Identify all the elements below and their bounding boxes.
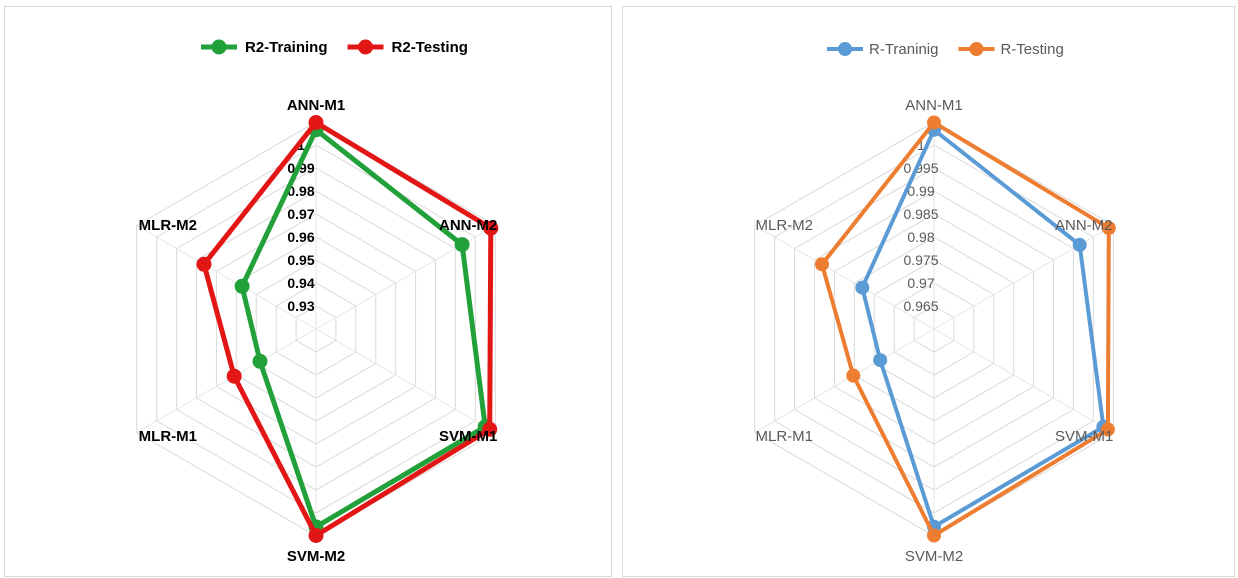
- tick-label: 0.96: [287, 229, 314, 245]
- grid-spoke: [754, 328, 935, 433]
- tick-label: 0.98: [907, 229, 934, 245]
- tick-label: 0.94: [287, 275, 314, 291]
- data-point: [308, 115, 324, 130]
- tick-label: 0.99: [907, 183, 934, 199]
- data-point: [846, 368, 861, 383]
- data-point: [234, 278, 250, 294]
- data-point: [1100, 422, 1115, 437]
- data-point: [454, 237, 470, 253]
- legend-label: R2-Testing: [392, 39, 468, 56]
- radar-chart-r2: 0.930.940.950.960.970.980.991ANN-M1ANN-M…: [136, 39, 499, 565]
- data-point: [226, 368, 242, 384]
- radar-chart-r: 0.965 0.97 0.975 0.98 0.985 0.99 0.995 1 ANN-M1 A…: [754, 41, 1116, 565]
- category-label: ANN-M2: [1055, 217, 1113, 234]
- category-label: ANN-M1: [287, 97, 345, 114]
- tick-label: 0.95: [287, 252, 314, 268]
- tick-label: 0.995: [903, 160, 938, 176]
- chart-panel-r2: 0.93 0.94 0.95 0.96 0.97 0.98 0.99 1 ANN-M1 ANN-M…: [4, 6, 612, 577]
- data-point: [873, 353, 888, 368]
- data-point: [855, 280, 870, 295]
- category-label: MLR-M1: [139, 428, 197, 445]
- data-point: [927, 115, 941, 130]
- legend-swatch-marker: [969, 42, 984, 56]
- data-point: [483, 220, 499, 236]
- category-label: SVM-M2: [905, 548, 963, 565]
- legend-label: R-Testing: [1000, 41, 1063, 58]
- tick-label: 0.965: [903, 298, 938, 314]
- grid-spoke: [136, 225, 317, 330]
- legend-label: R-Traninig: [869, 41, 938, 58]
- data-point: [482, 421, 498, 437]
- category-label: ANN-M2: [439, 217, 497, 234]
- grid-spoke: [933, 225, 1114, 330]
- legend-swatch-marker: [211, 39, 227, 55]
- data-point: [815, 257, 829, 272]
- tick-label: 0.93: [287, 298, 314, 314]
- grid-spoke: [754, 225, 935, 330]
- category-label: SVM-M1: [1055, 428, 1113, 445]
- tick-label: 0.98: [287, 183, 314, 199]
- chart-panel-r: 0.965 0.97 0.975 0.98 0.985 0.99 0.995 1 ANN-M1 A…: [622, 6, 1235, 577]
- category-label: SVM-M1: [439, 428, 497, 445]
- category-label: SVM-M2: [287, 548, 345, 565]
- legend-swatch-marker: [358, 39, 374, 55]
- data-point: [308, 528, 324, 543]
- tick-label: 0.985: [903, 206, 938, 222]
- grid-spoke: [315, 328, 496, 433]
- data-point: [927, 528, 941, 543]
- legend-label: R2-Training: [245, 39, 328, 56]
- data-point: [196, 256, 212, 272]
- tick-label: 0.975: [903, 252, 938, 268]
- category-label: MLR-M2: [139, 217, 197, 234]
- tick-label: 0.97: [907, 275, 934, 291]
- category-label: MLR-M2: [755, 217, 813, 234]
- grid-spoke: [933, 328, 1114, 433]
- data-point: [1072, 237, 1087, 252]
- data-point: [1101, 221, 1116, 236]
- category-label: MLR-M1: [755, 428, 813, 445]
- grid-spoke: [136, 328, 317, 433]
- tick-label: 1: [917, 137, 925, 153]
- legend-swatch-marker: [838, 42, 852, 56]
- data-point: [252, 353, 268, 369]
- tick-label: 0.97: [287, 206, 314, 222]
- category-label: ANN-M1: [905, 97, 963, 114]
